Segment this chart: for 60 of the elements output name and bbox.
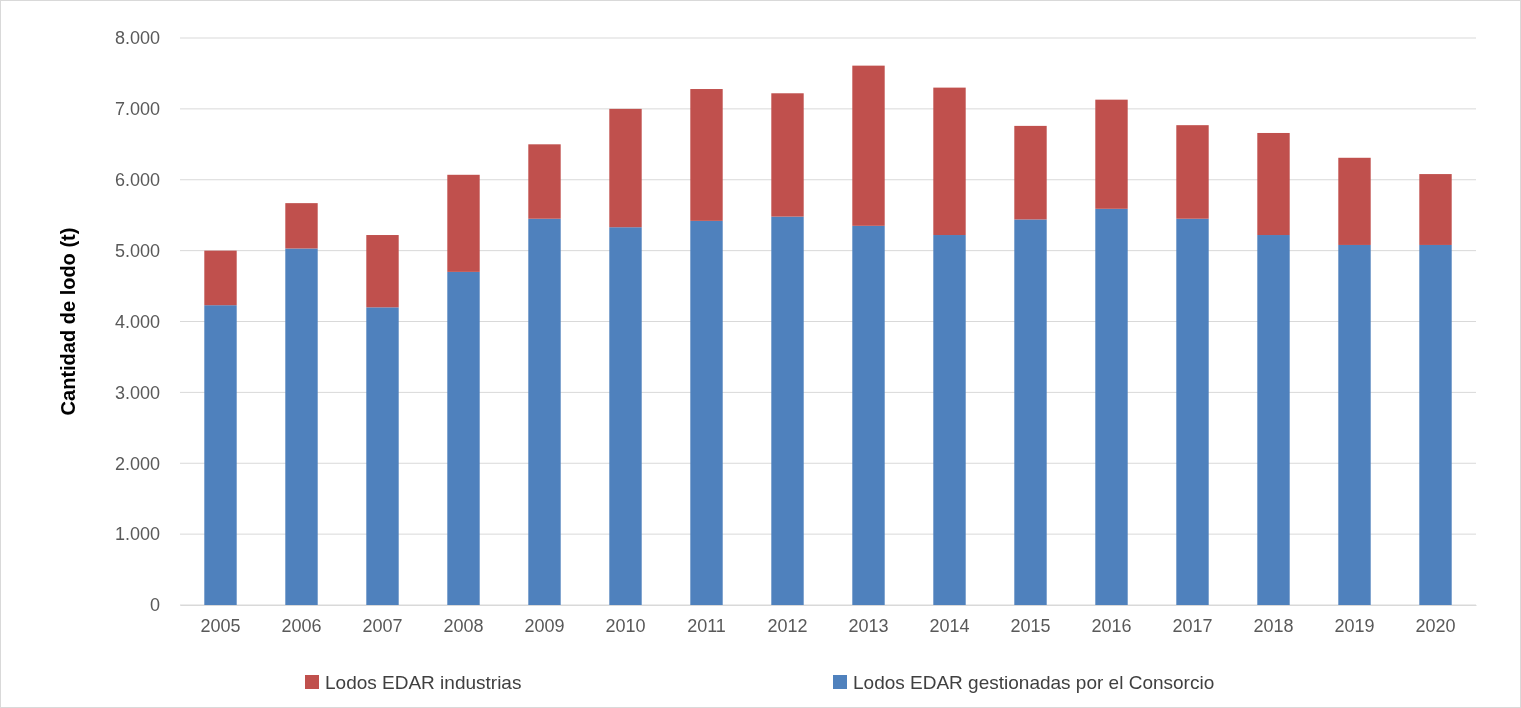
bar <box>447 271 480 605</box>
bar <box>690 89 723 221</box>
x-tick-label: 2015 <box>1010 615 1051 636</box>
y-axis-title: Cantidad de lodo (t) <box>57 227 79 416</box>
x-tick-label: 2014 <box>929 615 970 636</box>
x-tick-label: 2010 <box>605 615 646 636</box>
bar <box>285 248 318 605</box>
y-tick-label: 0 <box>149 595 160 616</box>
bar <box>204 305 237 605</box>
x-tick-label: 2012 <box>767 615 808 636</box>
x-tick-label: 2013 <box>848 615 889 636</box>
legend-label: Lodos EDAR industrias <box>325 672 522 693</box>
x-tick-label: 2006 <box>281 615 322 636</box>
y-tick-label: 4.000 <box>114 311 160 332</box>
bar <box>609 227 642 605</box>
x-tick-label: 2007 <box>362 615 403 636</box>
bar <box>1257 132 1290 236</box>
y-tick-label: 1.000 <box>114 524 160 545</box>
bar <box>366 235 399 308</box>
x-tick-label: 2009 <box>524 615 565 636</box>
x-tick-label: 2018 <box>1253 615 1294 636</box>
bar <box>1176 125 1209 219</box>
y-tick-label: 3.000 <box>114 382 160 403</box>
bar <box>366 307 399 605</box>
bar <box>771 93 804 217</box>
bar <box>528 218 561 605</box>
x-tick-label: 2016 <box>1091 615 1132 636</box>
bar <box>852 65 885 226</box>
y-tick-label: 2.000 <box>114 453 160 474</box>
bar <box>1176 218 1209 605</box>
bar <box>1014 219 1047 605</box>
bar <box>1338 244 1371 605</box>
bar <box>1014 125 1047 220</box>
y-tick-label: 6.000 <box>114 170 160 191</box>
bar <box>204 250 237 306</box>
bar <box>528 144 561 219</box>
x-tick-label: 2008 <box>443 615 484 636</box>
bar <box>852 225 885 605</box>
bar <box>1419 174 1452 245</box>
bar <box>771 216 804 605</box>
bar <box>933 87 966 236</box>
y-tick-label: 8.000 <box>114 28 160 49</box>
y-tick-label: 7.000 <box>114 99 160 120</box>
bar <box>609 108 642 228</box>
legend-label: Lodos EDAR gestionadas por el Consorcio <box>853 672 1215 693</box>
x-tick-label: 2019 <box>1334 615 1375 636</box>
x-tick-label: 2020 <box>1415 615 1456 636</box>
bar <box>1095 99 1128 209</box>
bar <box>285 203 318 249</box>
y-tick-label: 5.000 <box>114 240 160 261</box>
bar <box>1095 208 1128 605</box>
bar <box>1419 244 1452 605</box>
x-tick-label: 2017 <box>1172 615 1213 636</box>
bar <box>447 174 480 272</box>
x-tick-label: 2005 <box>200 615 241 636</box>
bar <box>1257 235 1290 605</box>
bar <box>1338 157 1371 245</box>
bar <box>933 235 966 605</box>
x-tick-label: 2011 <box>687 615 726 636</box>
bar <box>690 220 723 605</box>
